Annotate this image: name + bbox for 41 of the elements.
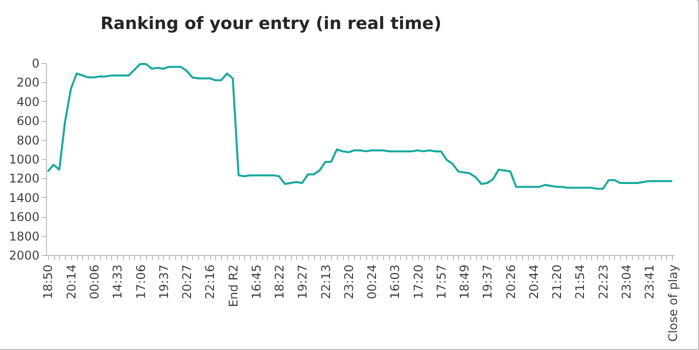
y-tick-label: 0 <box>32 56 40 70</box>
x-tick-label: 22:16 <box>203 264 218 300</box>
x-tick-label: 20:44 <box>526 264 541 300</box>
x-tick-label: 18:49 <box>458 264 472 300</box>
y-tick-label: 1600 <box>8 210 40 224</box>
x-tick-label: 20:26 <box>504 264 518 300</box>
y-tick-label: 800 <box>16 133 40 148</box>
x-tick-label: 23:41 <box>642 264 657 300</box>
x-tick-label: 23:04 <box>620 264 634 300</box>
x-tick-label: 00:06 <box>87 264 102 300</box>
x-tick-label: 21:54 <box>573 264 588 300</box>
line-series <box>46 62 674 190</box>
x-tick-label: 17:20 <box>411 264 426 300</box>
x-tick-label: 19:37 <box>480 264 495 300</box>
x-tick-label: 16:45 <box>249 264 264 300</box>
x-tick-label: 20:27 <box>180 264 194 300</box>
x-tick-label: 14:33 <box>110 264 125 300</box>
y-tick-label: 1400 <box>8 190 40 205</box>
x-tick-label: 19:37 <box>156 264 171 300</box>
x-tick-label: Close of play <box>666 264 680 342</box>
x-tick-label: 18:50 <box>41 264 56 300</box>
x-tick-label: 20:14 <box>64 264 78 300</box>
chart-title: Ranking of your entry (in real time) <box>100 14 442 34</box>
y-tick-label: 1200 <box>8 172 40 186</box>
x-tick-label: 00:24 <box>365 264 380 300</box>
x-tick-label: End R2 <box>226 264 240 308</box>
x-tick-label: 19:27 <box>296 264 310 300</box>
x-tick-label: 23:20 <box>342 264 356 300</box>
x-tick-label: 18:22 <box>272 264 287 300</box>
x-tick-label: 17:06 <box>134 264 148 300</box>
x-tick-label: 21:20 <box>550 264 564 300</box>
y-tick-label: 2000 <box>8 248 40 262</box>
x-tick-label: 22:23 <box>596 264 610 300</box>
y-tick-label: 1800 <box>8 229 40 244</box>
y-tick-label: 400 <box>16 94 40 109</box>
y-tick-label: 200 <box>16 76 40 90</box>
y-tick-label: 1000 <box>8 152 40 166</box>
x-tick-label: 16:03 <box>388 264 402 300</box>
x-tick-label: 17:57 <box>434 264 448 300</box>
x-tick-label: 22:13 <box>318 264 333 300</box>
y-tick-label: 600 <box>16 114 40 128</box>
